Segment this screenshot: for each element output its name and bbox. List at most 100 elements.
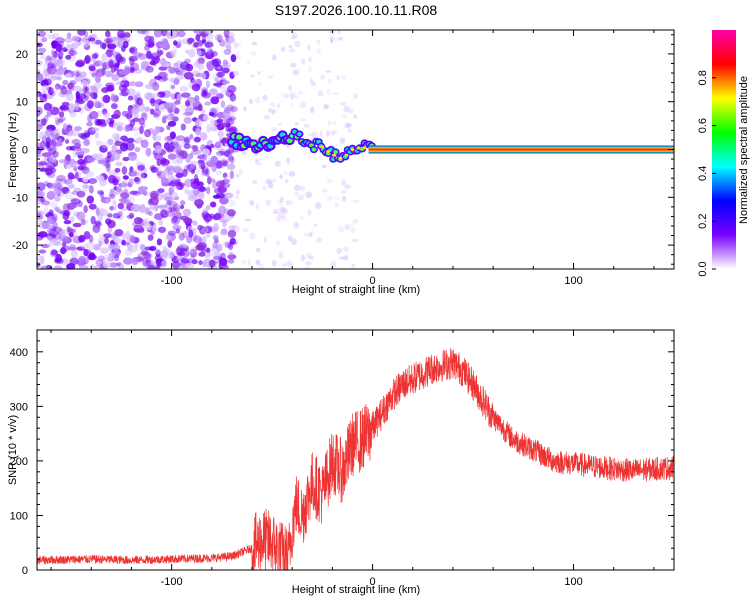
noise-cell bbox=[54, 116, 59, 121]
noise-cell bbox=[120, 180, 129, 189]
noise-cell bbox=[325, 130, 331, 137]
noise-cell bbox=[344, 184, 351, 190]
noise-cell bbox=[111, 74, 120, 81]
noise-cell bbox=[184, 217, 193, 225]
noise-cell bbox=[175, 135, 186, 142]
noise-cell bbox=[197, 191, 205, 200]
noise-cell bbox=[80, 79, 89, 87]
noise-cell bbox=[300, 118, 306, 122]
snr-xlabel: Height of straight line (km) bbox=[292, 584, 420, 596]
y-tick-label: 10 bbox=[16, 97, 28, 109]
noise-cell bbox=[131, 50, 138, 57]
noise-cell bbox=[51, 58, 62, 67]
noise-cell bbox=[90, 57, 97, 62]
noise-cell bbox=[235, 86, 242, 91]
noise-cell bbox=[177, 39, 182, 45]
noise-cell bbox=[113, 237, 123, 244]
noise-cell bbox=[239, 168, 243, 176]
noise-cell bbox=[215, 152, 222, 159]
noise-cell bbox=[64, 37, 74, 43]
noise-cell bbox=[104, 160, 111, 169]
noise-cell bbox=[65, 43, 72, 50]
noise-cell bbox=[82, 184, 90, 189]
noise-cell bbox=[138, 104, 146, 112]
noise-cell bbox=[212, 241, 218, 249]
noise-cell bbox=[176, 145, 182, 153]
noise-cell bbox=[314, 202, 322, 210]
noise-cell bbox=[58, 50, 64, 58]
noise-cell bbox=[159, 250, 169, 259]
noise-cell bbox=[110, 103, 118, 110]
noise-cell bbox=[48, 209, 54, 215]
noise-cell bbox=[229, 170, 235, 180]
noise-cell bbox=[158, 66, 168, 71]
noise-cell bbox=[71, 190, 79, 196]
noise-cell bbox=[308, 57, 312, 63]
signal-band-core bbox=[368, 148, 674, 151]
noise-cell bbox=[63, 209, 71, 217]
noise-cell bbox=[343, 105, 350, 113]
noise-cell bbox=[136, 171, 145, 180]
snr-series bbox=[37, 348, 674, 570]
chart-title: S197.2026.100.10.11.R08 bbox=[275, 2, 438, 18]
noise-cell bbox=[47, 62, 54, 69]
noise-cell bbox=[284, 93, 290, 99]
noise-cell bbox=[94, 132, 99, 139]
noise-cell bbox=[333, 37, 338, 42]
noise-cell bbox=[192, 145, 199, 152]
noise-cell bbox=[267, 75, 274, 79]
noise-cell bbox=[235, 189, 240, 195]
noise-cell bbox=[209, 119, 216, 128]
noise-cell bbox=[63, 219, 72, 225]
noise-cell bbox=[329, 39, 334, 44]
noise-cell bbox=[294, 40, 301, 48]
noise-cell bbox=[139, 243, 146, 251]
noise-cell bbox=[203, 113, 209, 119]
noise-cell bbox=[288, 170, 296, 177]
noise-cell bbox=[225, 33, 230, 42]
noise-cell bbox=[195, 127, 202, 136]
noise-cell bbox=[111, 36, 120, 41]
noise-cell bbox=[230, 54, 237, 63]
spectrogram-signal-band bbox=[226, 128, 674, 163]
noise-cell bbox=[122, 156, 130, 162]
noise-cell bbox=[116, 81, 125, 86]
noise-cell bbox=[172, 215, 178, 223]
y-tick-label: 0 bbox=[22, 565, 28, 577]
noise-cell bbox=[208, 259, 216, 268]
noise-cell bbox=[121, 166, 128, 175]
noise-cell bbox=[180, 204, 185, 210]
noise-cell bbox=[338, 256, 346, 260]
noise-cell bbox=[73, 40, 79, 49]
x-tick-label: 0 bbox=[370, 275, 376, 287]
noise-cell bbox=[209, 143, 215, 149]
noise-cell bbox=[204, 225, 213, 234]
noise-cell bbox=[227, 229, 237, 238]
noise-cell bbox=[37, 124, 43, 130]
noise-cell bbox=[45, 55, 52, 63]
noise-cell bbox=[341, 256, 348, 260]
noise-cell bbox=[43, 206, 49, 216]
noise-cell bbox=[338, 36, 343, 41]
noise-cell bbox=[195, 118, 203, 128]
noise-cell bbox=[276, 122, 283, 127]
noise-cell bbox=[137, 253, 143, 261]
noise-cell bbox=[182, 231, 188, 238]
noise-cell bbox=[353, 199, 360, 203]
noise-cell bbox=[200, 172, 206, 177]
noise-cell bbox=[339, 137, 346, 144]
noise-cell bbox=[210, 96, 220, 105]
noise-cell bbox=[53, 231, 62, 240]
noise-cell bbox=[92, 53, 98, 60]
noise-cell bbox=[133, 228, 144, 233]
noise-cell bbox=[54, 195, 61, 202]
noise-cell bbox=[181, 257, 189, 264]
noise-cell bbox=[64, 139, 70, 144]
noise-cell bbox=[50, 201, 58, 209]
noise-cell bbox=[165, 210, 176, 217]
noise-cell bbox=[193, 136, 201, 143]
noise-cell bbox=[140, 172, 148, 179]
noise-cell bbox=[197, 49, 202, 56]
noise-cell bbox=[341, 179, 347, 186]
noise-cell bbox=[250, 200, 255, 206]
